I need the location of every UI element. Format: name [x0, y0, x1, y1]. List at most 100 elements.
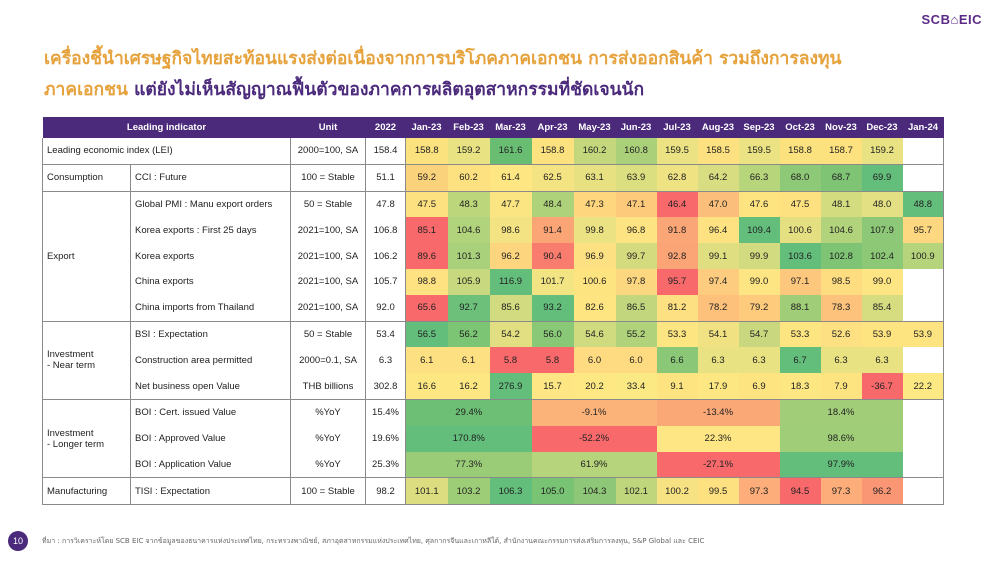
value-cell: 65.6 [405, 294, 448, 322]
unit-cell: 100 = Stable [290, 477, 366, 506]
group-label-text: - Longer term [47, 438, 105, 450]
table-header-row: Leading indicator Unit 2022 Jan-23 Feb-2… [42, 117, 944, 138]
indicator-label: Construction area permitted [135, 354, 253, 366]
group-label: Export [42, 190, 131, 322]
table-row: Consumption CCI : Future 100 = Stable 51.1 5… [42, 163, 944, 192]
value-cell: 63.9 [615, 163, 657, 192]
value-cell: 6.3 [820, 347, 862, 374]
value-cell: 160.2 [573, 138, 616, 165]
table-row: Leading economic index (LEI) 2000=100, SA… [42, 138, 944, 165]
value-cell: 47.6 [738, 190, 780, 218]
table-row: Investment - Longer term BOI : Cert. issue… [42, 398, 944, 478]
value-cell: 107.9 [861, 217, 903, 244]
header-month: Jul-23 [656, 117, 698, 138]
value-cell: 85.4 [861, 294, 903, 322]
group-label-text: Manufacturing [47, 485, 108, 497]
value-cell: -36.7 [861, 373, 903, 400]
value-cell: 158.5 [697, 138, 739, 165]
value-cell: 97.3 [738, 477, 780, 506]
value-cell: 6.3 [861, 347, 903, 374]
indicator-label: Korea exports : First 25 days [135, 224, 257, 236]
value-cell: 68.7 [820, 163, 862, 192]
year-2022-cell: 106.2 [365, 243, 406, 269]
value-cell: 6.0 [615, 347, 657, 374]
value-cell: 6.1 [405, 347, 448, 374]
value-cell: 60.2 [447, 163, 490, 192]
value-cell: 96.2 [861, 477, 903, 506]
indicator-label: BOI : Approved Value [135, 433, 226, 445]
header-month: Mar-23 [489, 117, 532, 138]
value-cell: 100.6 [573, 268, 616, 295]
value-cell: 56.0 [531, 320, 574, 348]
quarter-value-cell: -9.1% [531, 398, 657, 426]
value-cell [902, 477, 944, 506]
value-cell: 54.6 [573, 320, 616, 348]
value-cell: 97.4 [697, 268, 739, 295]
header-month: Apr-23 [531, 117, 574, 138]
value-cell: 116.9 [489, 268, 532, 295]
quarter-value-cell: 98.6% [779, 425, 903, 452]
value-cell: 94.5 [779, 477, 821, 506]
value-cell [902, 268, 944, 295]
value-cell: 47.5 [405, 190, 448, 218]
unit-cell: 2021=100, SA [290, 268, 366, 295]
leading-indicators-table: Leading indicator Unit 2022 Jan-23 Feb-2… [42, 117, 944, 506]
value-cell: 46.4 [656, 190, 698, 218]
value-cell: 100.6 [779, 217, 821, 244]
value-cell: 97.3 [820, 477, 862, 506]
quarter-value-cell: 29.4% [405, 398, 532, 426]
value-cell [902, 138, 944, 165]
quarter-value-cell: -27.1% [656, 451, 780, 478]
scb-eic-logo: SCB⌂EIC [921, 12, 982, 27]
indicator-label: Net business open Value [135, 380, 240, 392]
value-cell: 17.9 [697, 373, 739, 400]
value-cell: 6.0 [573, 347, 616, 374]
unit-cell: 2000=0.1, SA [290, 347, 366, 374]
value-cell: 158.8 [405, 138, 448, 165]
unit-cell: %YoY [290, 451, 366, 478]
value-cell: 6.7 [779, 347, 821, 374]
value-cell: 99.8 [573, 217, 616, 244]
indicator-label: BOI : Application Value [135, 458, 232, 470]
indicator-label: BOI : Cert. issued Value [130, 398, 291, 426]
group-label: Manufacturing [42, 477, 131, 506]
value-cell: 99.5 [697, 477, 739, 506]
unit-cell: 2021=100, SA [290, 294, 366, 322]
value-cell: 98.6 [489, 217, 532, 244]
value-cell: 109.4 [738, 217, 780, 244]
value-cell: 158.8 [531, 138, 574, 165]
value-cell: 99.9 [738, 243, 780, 269]
value-cell: 78.3 [820, 294, 862, 322]
value-cell: 159.5 [656, 138, 698, 165]
value-cell: 47.1 [615, 190, 657, 218]
year-2022-cell: 98.2 [365, 477, 406, 506]
value-cell: 86.5 [615, 294, 657, 322]
value-cell: 101.3 [447, 243, 490, 269]
value-cell: 62.8 [656, 163, 698, 192]
table-row: Korea exports 2021=100, SA 106.2 89.6 101.3 9… [43, 243, 944, 269]
value-cell: 96.9 [573, 243, 616, 269]
value-cell: 103.6 [779, 243, 821, 269]
year-2022-cell: 105.7 [365, 268, 406, 295]
value-cell: 91.4 [531, 217, 574, 244]
unit-cell: THB billions [290, 373, 366, 400]
header-month: May-23 [573, 117, 616, 138]
group-label-text: Investment [47, 427, 94, 439]
source-note: ที่มา : การวิเคราะห์โดย SCB EIC จากข้อมู… [42, 537, 705, 545]
value-cell: 15.7 [531, 373, 574, 400]
value-cell: 82.6 [573, 294, 616, 322]
value-cell: 16.6 [405, 373, 448, 400]
value-cell: 20.2 [573, 373, 616, 400]
year-2022-cell: 25.3% [365, 451, 406, 478]
quarter-value-cell: -13.4% [656, 398, 780, 426]
value-cell: 7.9 [820, 373, 862, 400]
value-cell: 53.9 [861, 320, 903, 348]
value-cell: 63.1 [573, 163, 616, 192]
value-cell: 18.3 [779, 373, 821, 400]
value-cell: 101.7 [531, 268, 574, 295]
value-cell: 101.1 [405, 477, 448, 506]
table-row: China imports from Thailand 2021=100, SA 9… [43, 294, 944, 322]
value-cell: 53.9 [902, 320, 944, 348]
header-month: Jun-23 [615, 117, 657, 138]
year-2022-cell: 6.3 [365, 347, 406, 374]
